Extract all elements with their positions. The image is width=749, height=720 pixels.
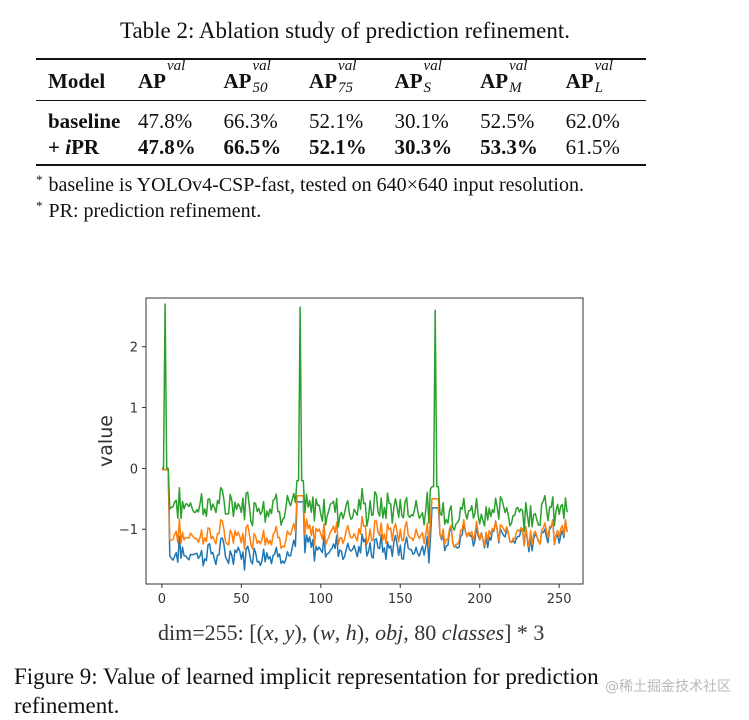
plot-frame bbox=[145, 297, 584, 585]
row-model: + iPR bbox=[48, 134, 100, 159]
header-ap: AP val bbox=[138, 57, 186, 93]
table-note: * PR: prediction refinement. bbox=[36, 198, 262, 222]
table-cell: 52.1% bbox=[309, 134, 367, 159]
y-tick-label: 0 bbox=[130, 462, 138, 477]
table-caption: Table 2: Ablation study of prediction re… bbox=[120, 18, 570, 43]
series-line-green bbox=[161, 303, 568, 532]
watermark: @稀土掘金技术社区 bbox=[605, 679, 731, 695]
x-tick-label: 200 bbox=[467, 592, 492, 607]
series-line-orange bbox=[161, 468, 568, 551]
y-axis-label: value bbox=[96, 415, 117, 467]
header-aps: AP val S bbox=[394, 57, 442, 96]
header-ap75: AP val 75 bbox=[309, 57, 357, 96]
table-note: * baseline is YOLOv4-CSP-fast, tested on … bbox=[36, 172, 584, 196]
table-cell: 47.8% bbox=[138, 109, 193, 133]
table-row: + iPR 47.8% 66.5% 52.1% 30.3% 53.3% 61.5… bbox=[36, 134, 646, 160]
table-mid-rule bbox=[36, 100, 646, 101]
y-tick-label: −1 bbox=[119, 523, 138, 538]
header-ap50: AP val 50 bbox=[223, 57, 271, 96]
table-cell: 30.1% bbox=[394, 109, 449, 133]
y-tick-label: 2 bbox=[130, 341, 138, 356]
x-axis: 0 50 100 150 200 250 bbox=[158, 584, 572, 607]
table-cell: 30.3% bbox=[394, 134, 453, 159]
series-lines bbox=[161, 303, 568, 571]
line-chart: −1 0 1 2 0 50 100 150 200 250 value bbox=[96, 297, 584, 607]
ablation-table: Model AP val AP val 50 AP val 75 AP val S AP val… bbox=[36, 57, 646, 160]
table-top-rule bbox=[36, 58, 646, 60]
y-axis: −1 0 1 2 bbox=[119, 341, 146, 538]
x-tick-label: 150 bbox=[388, 592, 413, 607]
table-cell: 61.5% bbox=[565, 134, 620, 159]
table-cell: 47.8% bbox=[138, 134, 196, 159]
x-tick-label: 100 bbox=[308, 592, 333, 607]
x-tick-label: 250 bbox=[547, 592, 572, 607]
header-apm: AP val M bbox=[480, 57, 528, 96]
row-model: baseline bbox=[48, 109, 121, 133]
table-cell: 53.3% bbox=[480, 134, 538, 159]
table-bottom-rule bbox=[36, 164, 646, 166]
table-cell: 62.0% bbox=[565, 109, 620, 133]
figure-caption: Figure 9: Value of learned implicit repr… bbox=[14, 664, 599, 718]
table-row: baseline 47.8% 66.3% 52.1% 30.1% 52.5% 6… bbox=[36, 100, 646, 134]
table-cell: 66.3% bbox=[223, 109, 278, 133]
y-tick-label: 1 bbox=[130, 402, 138, 417]
table-cell: 52.5% bbox=[480, 109, 535, 133]
table-cell: 66.5% bbox=[223, 134, 282, 159]
table-header-row: Model AP val AP val 50 AP val 75 AP val S AP val… bbox=[36, 57, 646, 100]
x-tick-label: 0 bbox=[158, 592, 166, 607]
header-model: Model bbox=[48, 68, 106, 93]
header-apl: AP val L bbox=[565, 57, 613, 96]
dim-label: dim=255: [(x, y), (w, h), obj, 80 classe… bbox=[158, 620, 545, 645]
x-tick-label: 50 bbox=[233, 592, 250, 607]
table-cell: 52.1% bbox=[309, 109, 364, 133]
